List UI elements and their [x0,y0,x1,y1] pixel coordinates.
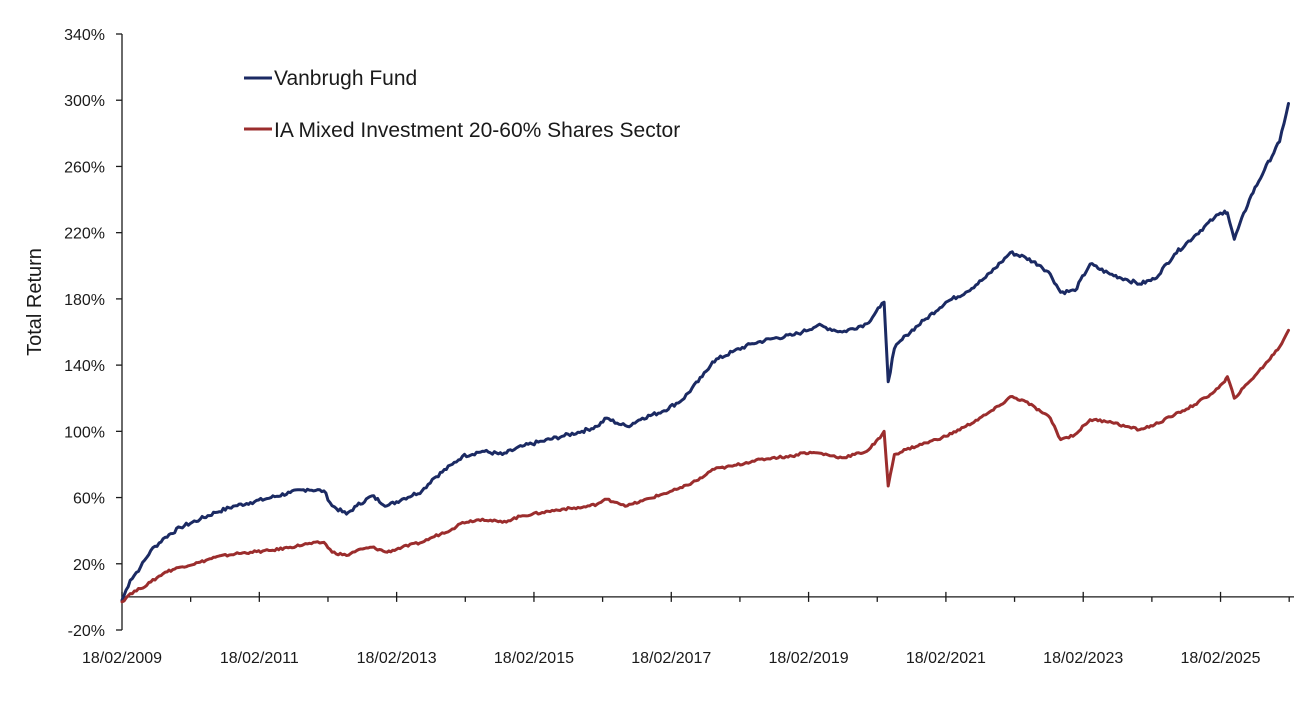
x-axis-ticks: 18/02/2009 18/02/2011 18/02/2013 18/02/2015… [82,591,1290,667]
y-tick-label: 180% [64,292,105,309]
x-tick-label: 18/02/2023 [1043,650,1123,667]
y-tick-label: 140% [64,358,105,375]
y-tick-label: 20% [73,557,105,574]
x-tick-label: 18/02/2017 [631,650,711,667]
y-tick-label: 220% [64,226,105,243]
x-tick-label: 18/02/2019 [769,650,849,667]
legend-label-ia-mixed-sector: IA Mixed Investment 20-60% Shares Sector [274,119,680,142]
y-tick-label: 300% [64,93,105,110]
series-line-ia-mixed-sector [120,328,1290,604]
x-tick-label: 18/02/2021 [906,650,986,667]
legend: Vanbrugh Fund IA Mixed Investment 20-60%… [244,67,680,142]
legend-item-ia-mixed-sector: IA Mixed Investment 20-60% Shares Sector [244,119,680,142]
x-tick-label: 18/02/2011 [220,650,299,667]
x-tick-label: 18/02/2025 [1180,650,1260,667]
x-tick-label: 18/02/2009 [82,650,162,667]
y-tick-label: 340% [64,27,105,44]
y-axis-ticks: -20% 20% 60% 100% 140% 180% 220% 260% 300% 340% [64,27,122,640]
series-line-vanbrugh-fund [120,102,1290,602]
series-lines [120,102,1290,604]
x-tick-label: 18/02/2015 [494,650,574,667]
y-tick-label: 60% [73,491,105,508]
legend-item-vanbrugh-fund: Vanbrugh Fund [244,67,417,90]
y-tick-label: -20% [68,623,105,640]
y-axis-title: Total Return [24,248,46,356]
x-tick-label: 18/02/2013 [357,650,437,667]
legend-label-vanbrugh-fund: Vanbrugh Fund [274,67,417,90]
y-tick-label: 260% [64,159,105,176]
y-tick-label: 100% [64,424,105,441]
